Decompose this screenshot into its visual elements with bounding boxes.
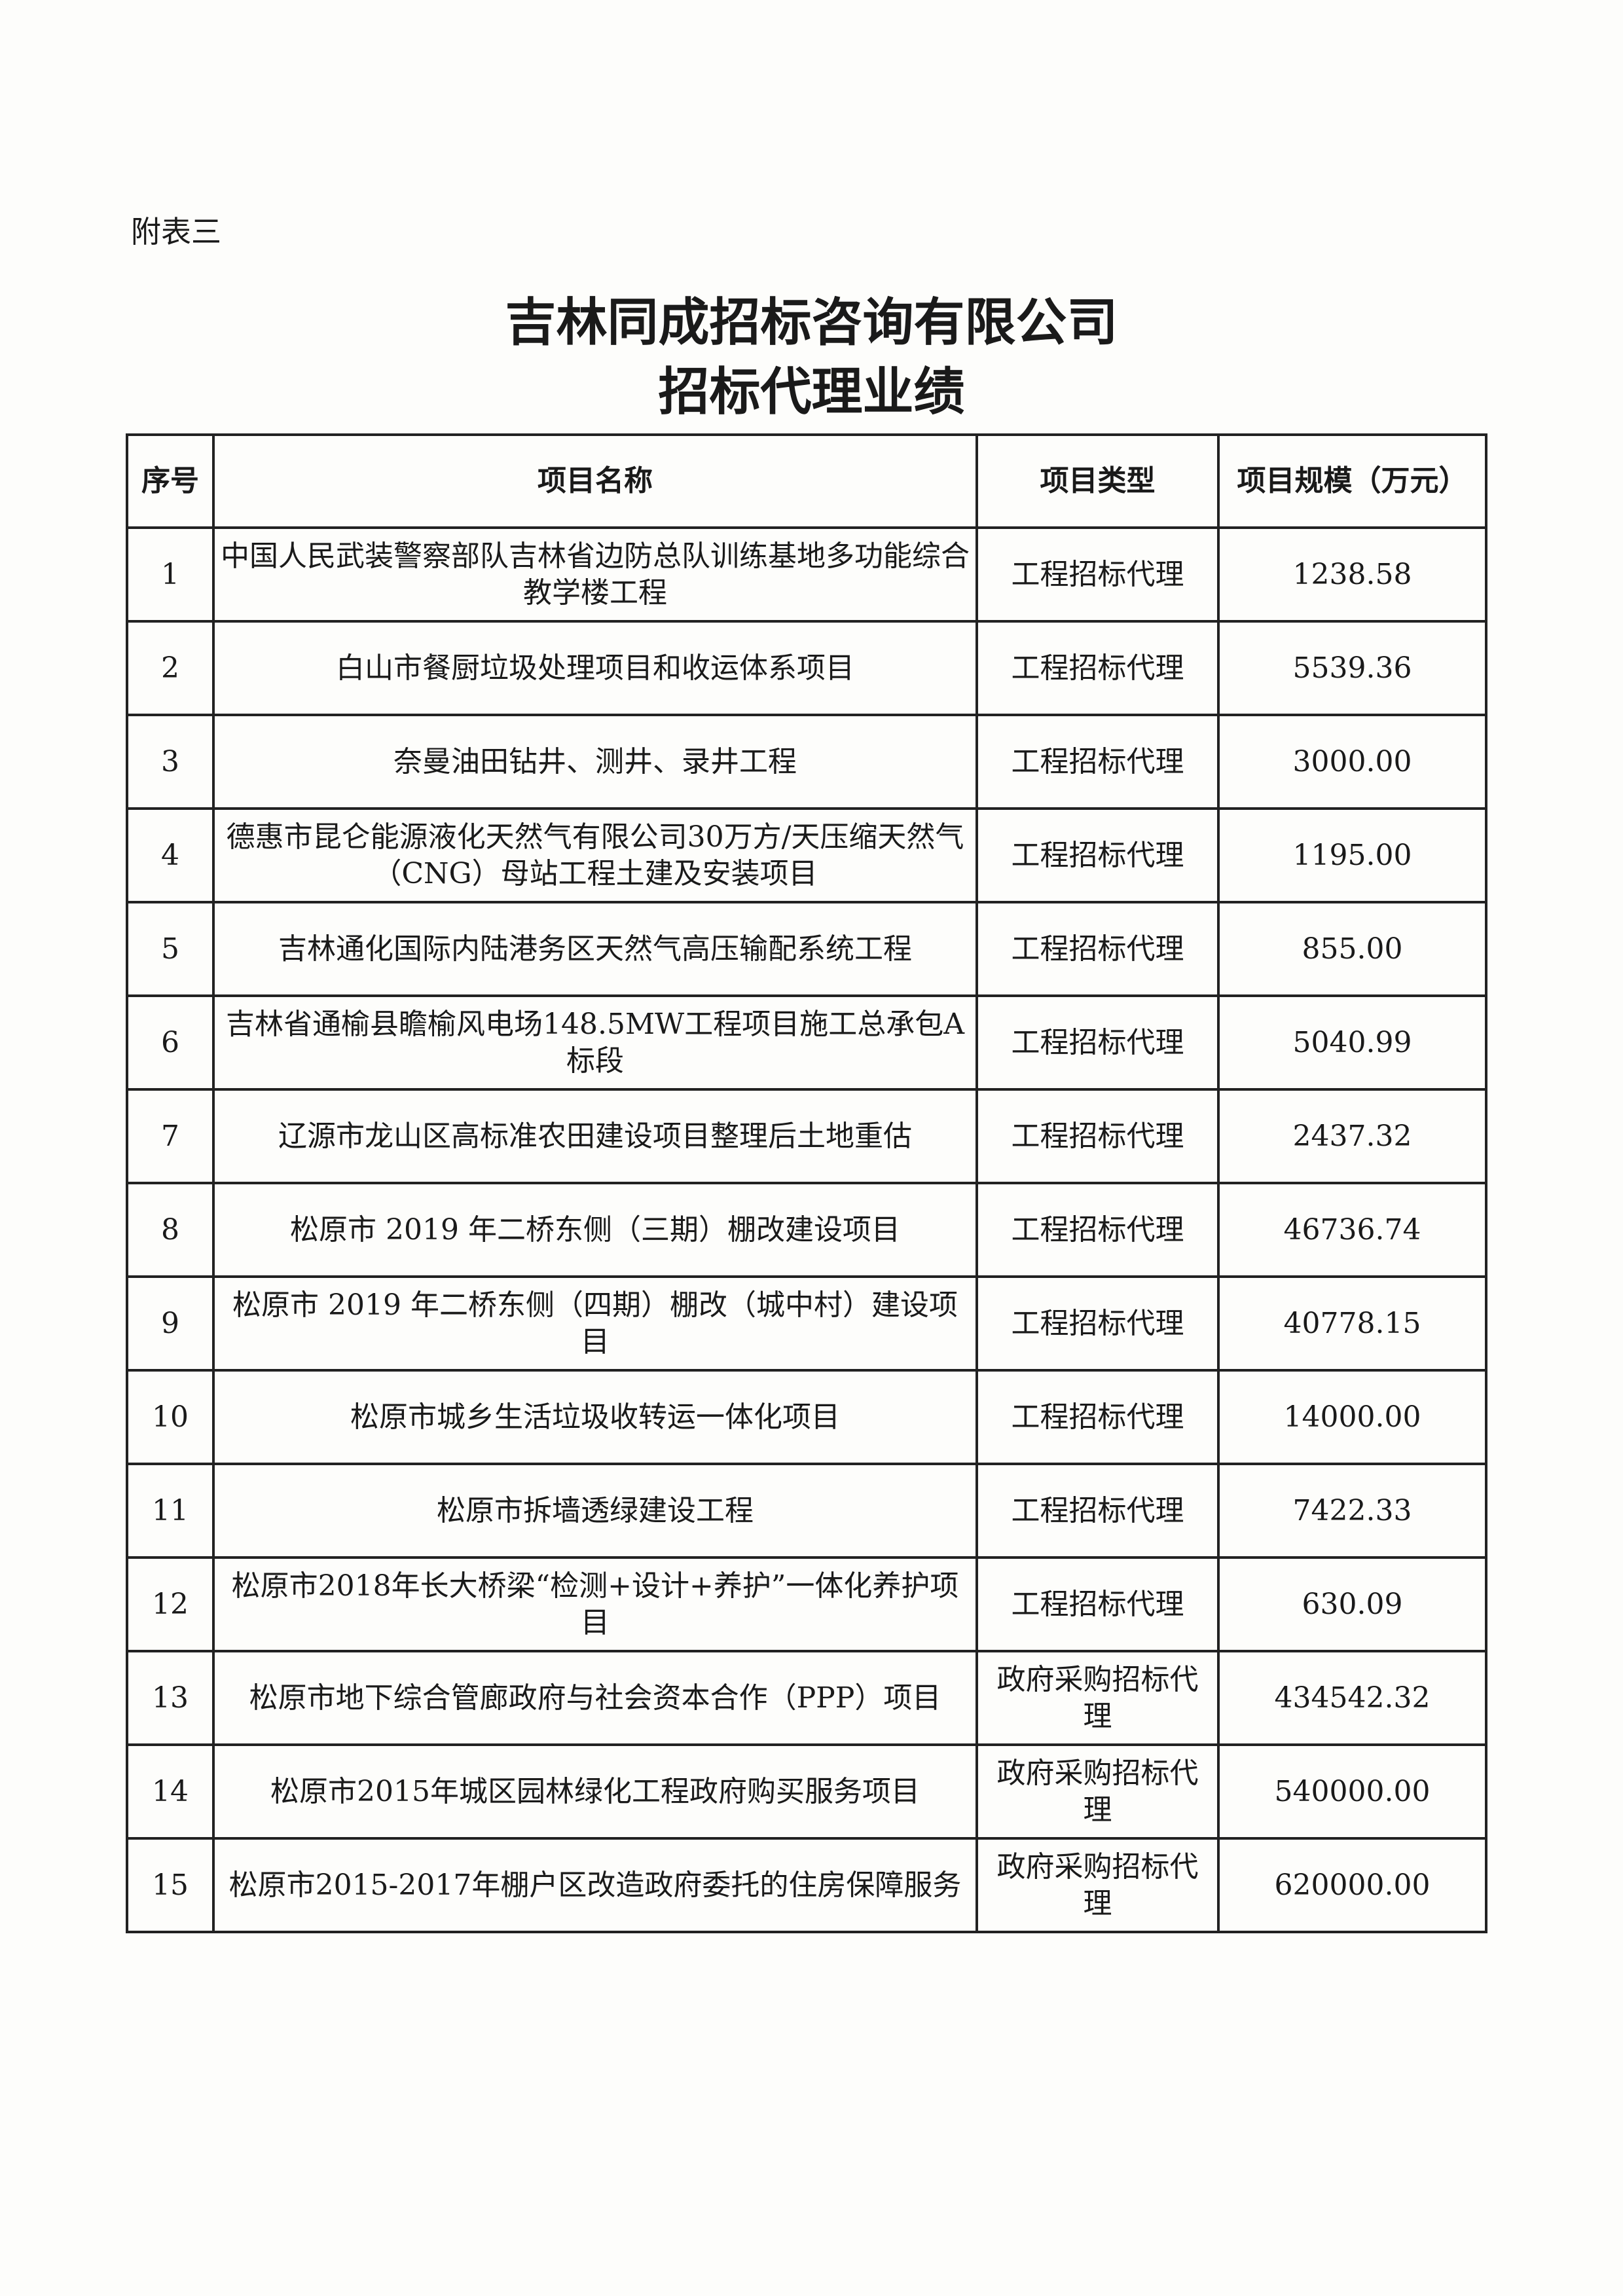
cell-no: 10 bbox=[126, 1369, 215, 1465]
table-row: 12 松原市2018年长大桥梁“检测+设计+养护”一体化养护项目 工程招标代理 630… bbox=[126, 1556, 1487, 1652]
cell-scale: 620000.00 bbox=[1217, 1837, 1487, 1933]
cell-scale: 40778.15 bbox=[1217, 1275, 1487, 1372]
cell-name: 辽源市龙山区高标准农田建设项目整理后土地重估 bbox=[212, 1088, 978, 1184]
cell-type: 工程招标代理 bbox=[976, 1369, 1220, 1465]
table-row: 11 松原市拆墙透绿建设工程 工程招标代理 7422.33 bbox=[126, 1463, 1487, 1559]
cell-no: 1 bbox=[126, 526, 215, 623]
cell-name: 松原市地下综合管廊政府与社会资本合作（PPP）项目 bbox=[212, 1650, 978, 1746]
cell-name: 松原市城乡生活垃圾收转运一体化项目 bbox=[212, 1369, 978, 1465]
cell-scale: 2437.32 bbox=[1217, 1088, 1487, 1184]
annex-label: 附表三 bbox=[131, 214, 221, 249]
cell-no: 8 bbox=[126, 1182, 215, 1278]
cell-scale: 5539.36 bbox=[1217, 620, 1487, 716]
table-row: 6 吉林省通榆县瞻榆风电场148.5MW工程项目施工总承包A标段 工程招标代理 504… bbox=[126, 994, 1487, 1091]
cell-scale: 7422.33 bbox=[1217, 1463, 1487, 1559]
table-row: 9 松原市 2019 年二桥东侧（四期）棚改（城中村）建设项目 工程招标代理 4077… bbox=[126, 1275, 1487, 1372]
cell-name: 松原市拆墙透绿建设工程 bbox=[212, 1463, 978, 1559]
cell-type: 工程招标代理 bbox=[976, 1275, 1220, 1372]
table-row: 10 松原市城乡生活垃圾收转运一体化项目 工程招标代理 14000.00 bbox=[126, 1369, 1487, 1465]
cell-name: 德惠市昆仑能源液化天然气有限公司30万方/天压缩天然气（CNG）母站工程土建及安… bbox=[212, 807, 978, 903]
cell-name: 松原市2015-2017年棚户区改造政府委托的住房保障服务 bbox=[212, 1837, 978, 1933]
cell-type: 政府采购招标代理 bbox=[976, 1837, 1220, 1933]
cell-no: 15 bbox=[126, 1837, 215, 1933]
table-row: 3 奈曼油田钻井、测井、录井工程 工程招标代理 3000.00 bbox=[126, 714, 1487, 810]
cell-name: 松原市 2019 年二桥东侧（三期）棚改建设项目 bbox=[212, 1182, 978, 1278]
cell-no: 2 bbox=[126, 620, 215, 716]
table-row: 13 松原市地下综合管廊政府与社会资本合作（PPP）项目 政府采购招标代理 43454… bbox=[126, 1650, 1487, 1746]
table-row: 1 中国人民武装警察部队吉林省边防总队训练基地多功能综合教学楼工程 工程招标代理 12… bbox=[126, 526, 1487, 623]
cell-type: 工程招标代理 bbox=[976, 807, 1220, 903]
cell-scale: 3000.00 bbox=[1217, 714, 1487, 810]
cell-name: 中国人民武装警察部队吉林省边防总队训练基地多功能综合教学楼工程 bbox=[212, 526, 978, 623]
cell-no: 7 bbox=[126, 1088, 215, 1184]
cell-type: 工程招标代理 bbox=[976, 1463, 1220, 1559]
cell-type: 政府采购招标代理 bbox=[976, 1650, 1220, 1746]
cell-no: 11 bbox=[126, 1463, 215, 1559]
cell-scale: 14000.00 bbox=[1217, 1369, 1487, 1465]
header-no: 序号 bbox=[126, 433, 215, 529]
cell-type: 工程招标代理 bbox=[976, 901, 1220, 997]
cell-no: 6 bbox=[126, 994, 215, 1091]
cell-scale: 630.09 bbox=[1217, 1556, 1487, 1652]
table-row: 15 松原市2015-2017年棚户区改造政府委托的住房保障服务 政府采购招标代理 6… bbox=[126, 1837, 1487, 1933]
cell-type: 工程招标代理 bbox=[976, 714, 1220, 810]
cell-type: 工程招标代理 bbox=[976, 1088, 1220, 1184]
table-header-row: 序号 项目名称 项目类型 项目规模（万元） bbox=[126, 433, 1487, 529]
cell-type: 工程招标代理 bbox=[976, 1182, 1220, 1278]
cell-scale: 855.00 bbox=[1217, 901, 1487, 997]
document-title: 吉林同成招标咨询有限公司 bbox=[505, 293, 1118, 352]
cell-scale: 1195.00 bbox=[1217, 807, 1487, 903]
cell-name: 松原市2018年长大桥梁“检测+设计+养护”一体化养护项目 bbox=[212, 1556, 978, 1652]
cell-no: 12 bbox=[126, 1556, 215, 1652]
table-row: 4 德惠市昆仑能源液化天然气有限公司30万方/天压缩天然气（CNG）母站工程土建及… bbox=[126, 807, 1487, 903]
cell-name: 吉林通化国际内陆港务区天然气高压输配系统工程 bbox=[212, 901, 978, 997]
document-subtitle: 招标代理业绩 bbox=[658, 363, 965, 422]
header-scale: 项目规模（万元） bbox=[1217, 433, 1487, 529]
cell-no: 13 bbox=[126, 1650, 215, 1746]
table-row: 5 吉林通化国际内陆港务区天然气高压输配系统工程 工程招标代理 855.00 bbox=[126, 901, 1487, 997]
cell-scale: 46736.74 bbox=[1217, 1182, 1487, 1278]
table-row: 14 松原市2015年城区园林绿化工程政府购买服务项目 政府采购招标代理 540000… bbox=[126, 1743, 1487, 1840]
cell-type: 工程招标代理 bbox=[976, 1556, 1220, 1652]
cell-type: 工程招标代理 bbox=[976, 620, 1220, 716]
table-row: 7 辽源市龙山区高标准农田建设项目整理后土地重估 工程招标代理 2437.32 bbox=[126, 1088, 1487, 1184]
cell-scale: 1238.58 bbox=[1217, 526, 1487, 623]
cell-no: 4 bbox=[126, 807, 215, 903]
cell-type: 政府采购招标代理 bbox=[976, 1743, 1220, 1840]
cell-no: 5 bbox=[126, 901, 215, 997]
cell-no: 14 bbox=[126, 1743, 215, 1840]
cell-name: 松原市 2019 年二桥东侧（四期）棚改（城中村）建设项目 bbox=[212, 1275, 978, 1372]
header-name: 项目名称 bbox=[212, 433, 978, 529]
cell-no: 9 bbox=[126, 1275, 215, 1372]
cell-scale: 540000.00 bbox=[1217, 1743, 1487, 1840]
cell-name: 奈曼油田钻井、测井、录井工程 bbox=[212, 714, 978, 810]
table-row: 8 松原市 2019 年二桥东侧（三期）棚改建设项目 工程招标代理 46736.74 bbox=[126, 1182, 1487, 1278]
cell-scale: 5040.99 bbox=[1217, 994, 1487, 1091]
header-type: 项目类型 bbox=[976, 433, 1220, 529]
cell-type: 工程招标代理 bbox=[976, 526, 1220, 623]
cell-name: 白山市餐厨垃圾处理项目和收运体系项目 bbox=[212, 620, 978, 716]
cell-no: 3 bbox=[126, 714, 215, 810]
cell-type: 工程招标代理 bbox=[976, 994, 1220, 1091]
cell-name: 松原市2015年城区园林绿化工程政府购买服务项目 bbox=[212, 1743, 978, 1840]
cell-name: 吉林省通榆县瞻榆风电场148.5MW工程项目施工总承包A标段 bbox=[212, 994, 978, 1091]
performance-table: 序号 项目名称 项目类型 项目规模（万元） 1 中国人民武装警察部队吉林省边防总队… bbox=[126, 433, 1487, 1933]
table-row: 2 白山市餐厨垃圾处理项目和收运体系项目 工程招标代理 5539.36 bbox=[126, 620, 1487, 716]
cell-scale: 434542.32 bbox=[1217, 1650, 1487, 1746]
